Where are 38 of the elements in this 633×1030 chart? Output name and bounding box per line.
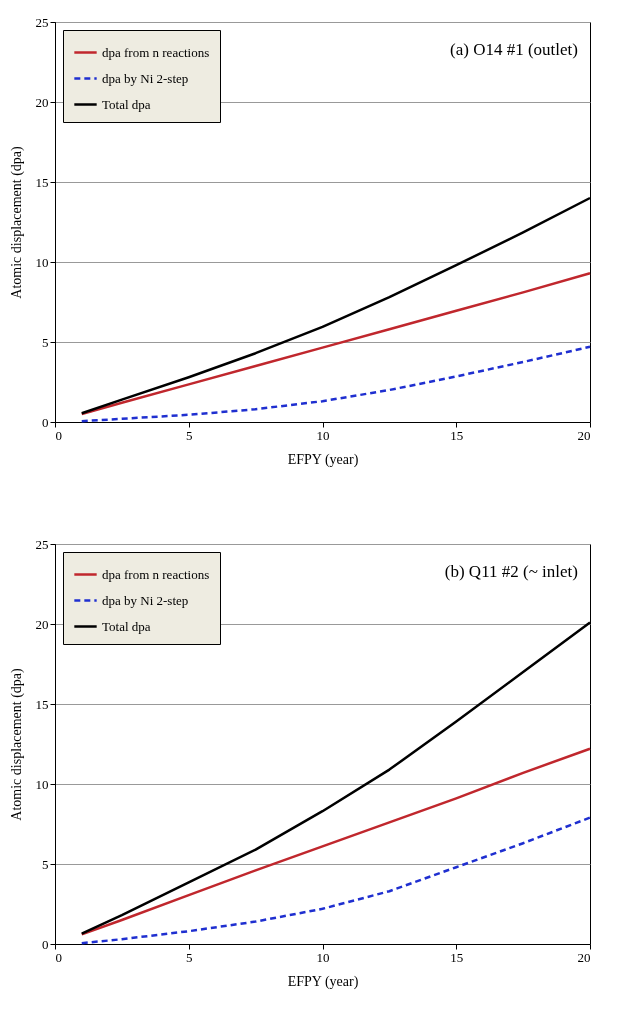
- legend-label: Total dpa: [102, 96, 151, 112]
- legend-label: dpa by Ni 2-step: [102, 592, 189, 608]
- line-series: [80, 345, 592, 423]
- x-tick-label: 0: [55, 427, 62, 443]
- x-axis-title: EFPY (year): [287, 451, 359, 468]
- x-tick-label: 20: [577, 949, 591, 965]
- legend-label: dpa by Ni 2-step: [102, 70, 189, 86]
- y-tick-label: 25: [35, 14, 49, 30]
- line-series: [80, 747, 592, 936]
- x-tick-label: 15: [450, 949, 464, 965]
- line-series: [80, 271, 592, 416]
- x-tick-label: 10: [316, 949, 330, 965]
- annotation: (a) O14 #1 (outlet): [450, 40, 578, 59]
- y-tick-label: 5: [42, 856, 49, 872]
- y-tick-label: 10: [35, 254, 49, 270]
- y-tick-label: 15: [35, 696, 49, 712]
- y-tick-label: 15: [35, 174, 49, 190]
- y-tick-label: 20: [35, 94, 49, 110]
- y-tick-label: 20: [35, 616, 49, 632]
- legend-label: Total dpa: [102, 618, 151, 634]
- x-tick-label: 0: [55, 949, 62, 965]
- y-tick-label: 10: [35, 776, 49, 792]
- y-tick-label: 0: [42, 936, 49, 952]
- legend-label: dpa from n reactions: [102, 566, 210, 582]
- legend-label: dpa from n reactions: [102, 44, 210, 60]
- x-axis-title: EFPY (year): [287, 973, 359, 990]
- x-tick-label: 5: [186, 949, 193, 965]
- x-tick-label: 20: [577, 427, 591, 443]
- y-axis-title: Atomic displacement (dpa): [8, 145, 25, 299]
- y-tick-label: 0: [42, 414, 49, 430]
- y-tick-label: 5: [42, 334, 49, 350]
- line-series: [80, 816, 592, 945]
- x-tick-label: 10: [316, 427, 330, 443]
- x-tick-label: 15: [450, 427, 464, 443]
- y-axis-title: Atomic displacement (dpa): [8, 667, 25, 821]
- x-tick-label: 5: [186, 427, 193, 443]
- annotation: (b) Q11 #2 (~ inlet): [444, 562, 578, 581]
- y-tick-label: 25: [35, 536, 49, 552]
